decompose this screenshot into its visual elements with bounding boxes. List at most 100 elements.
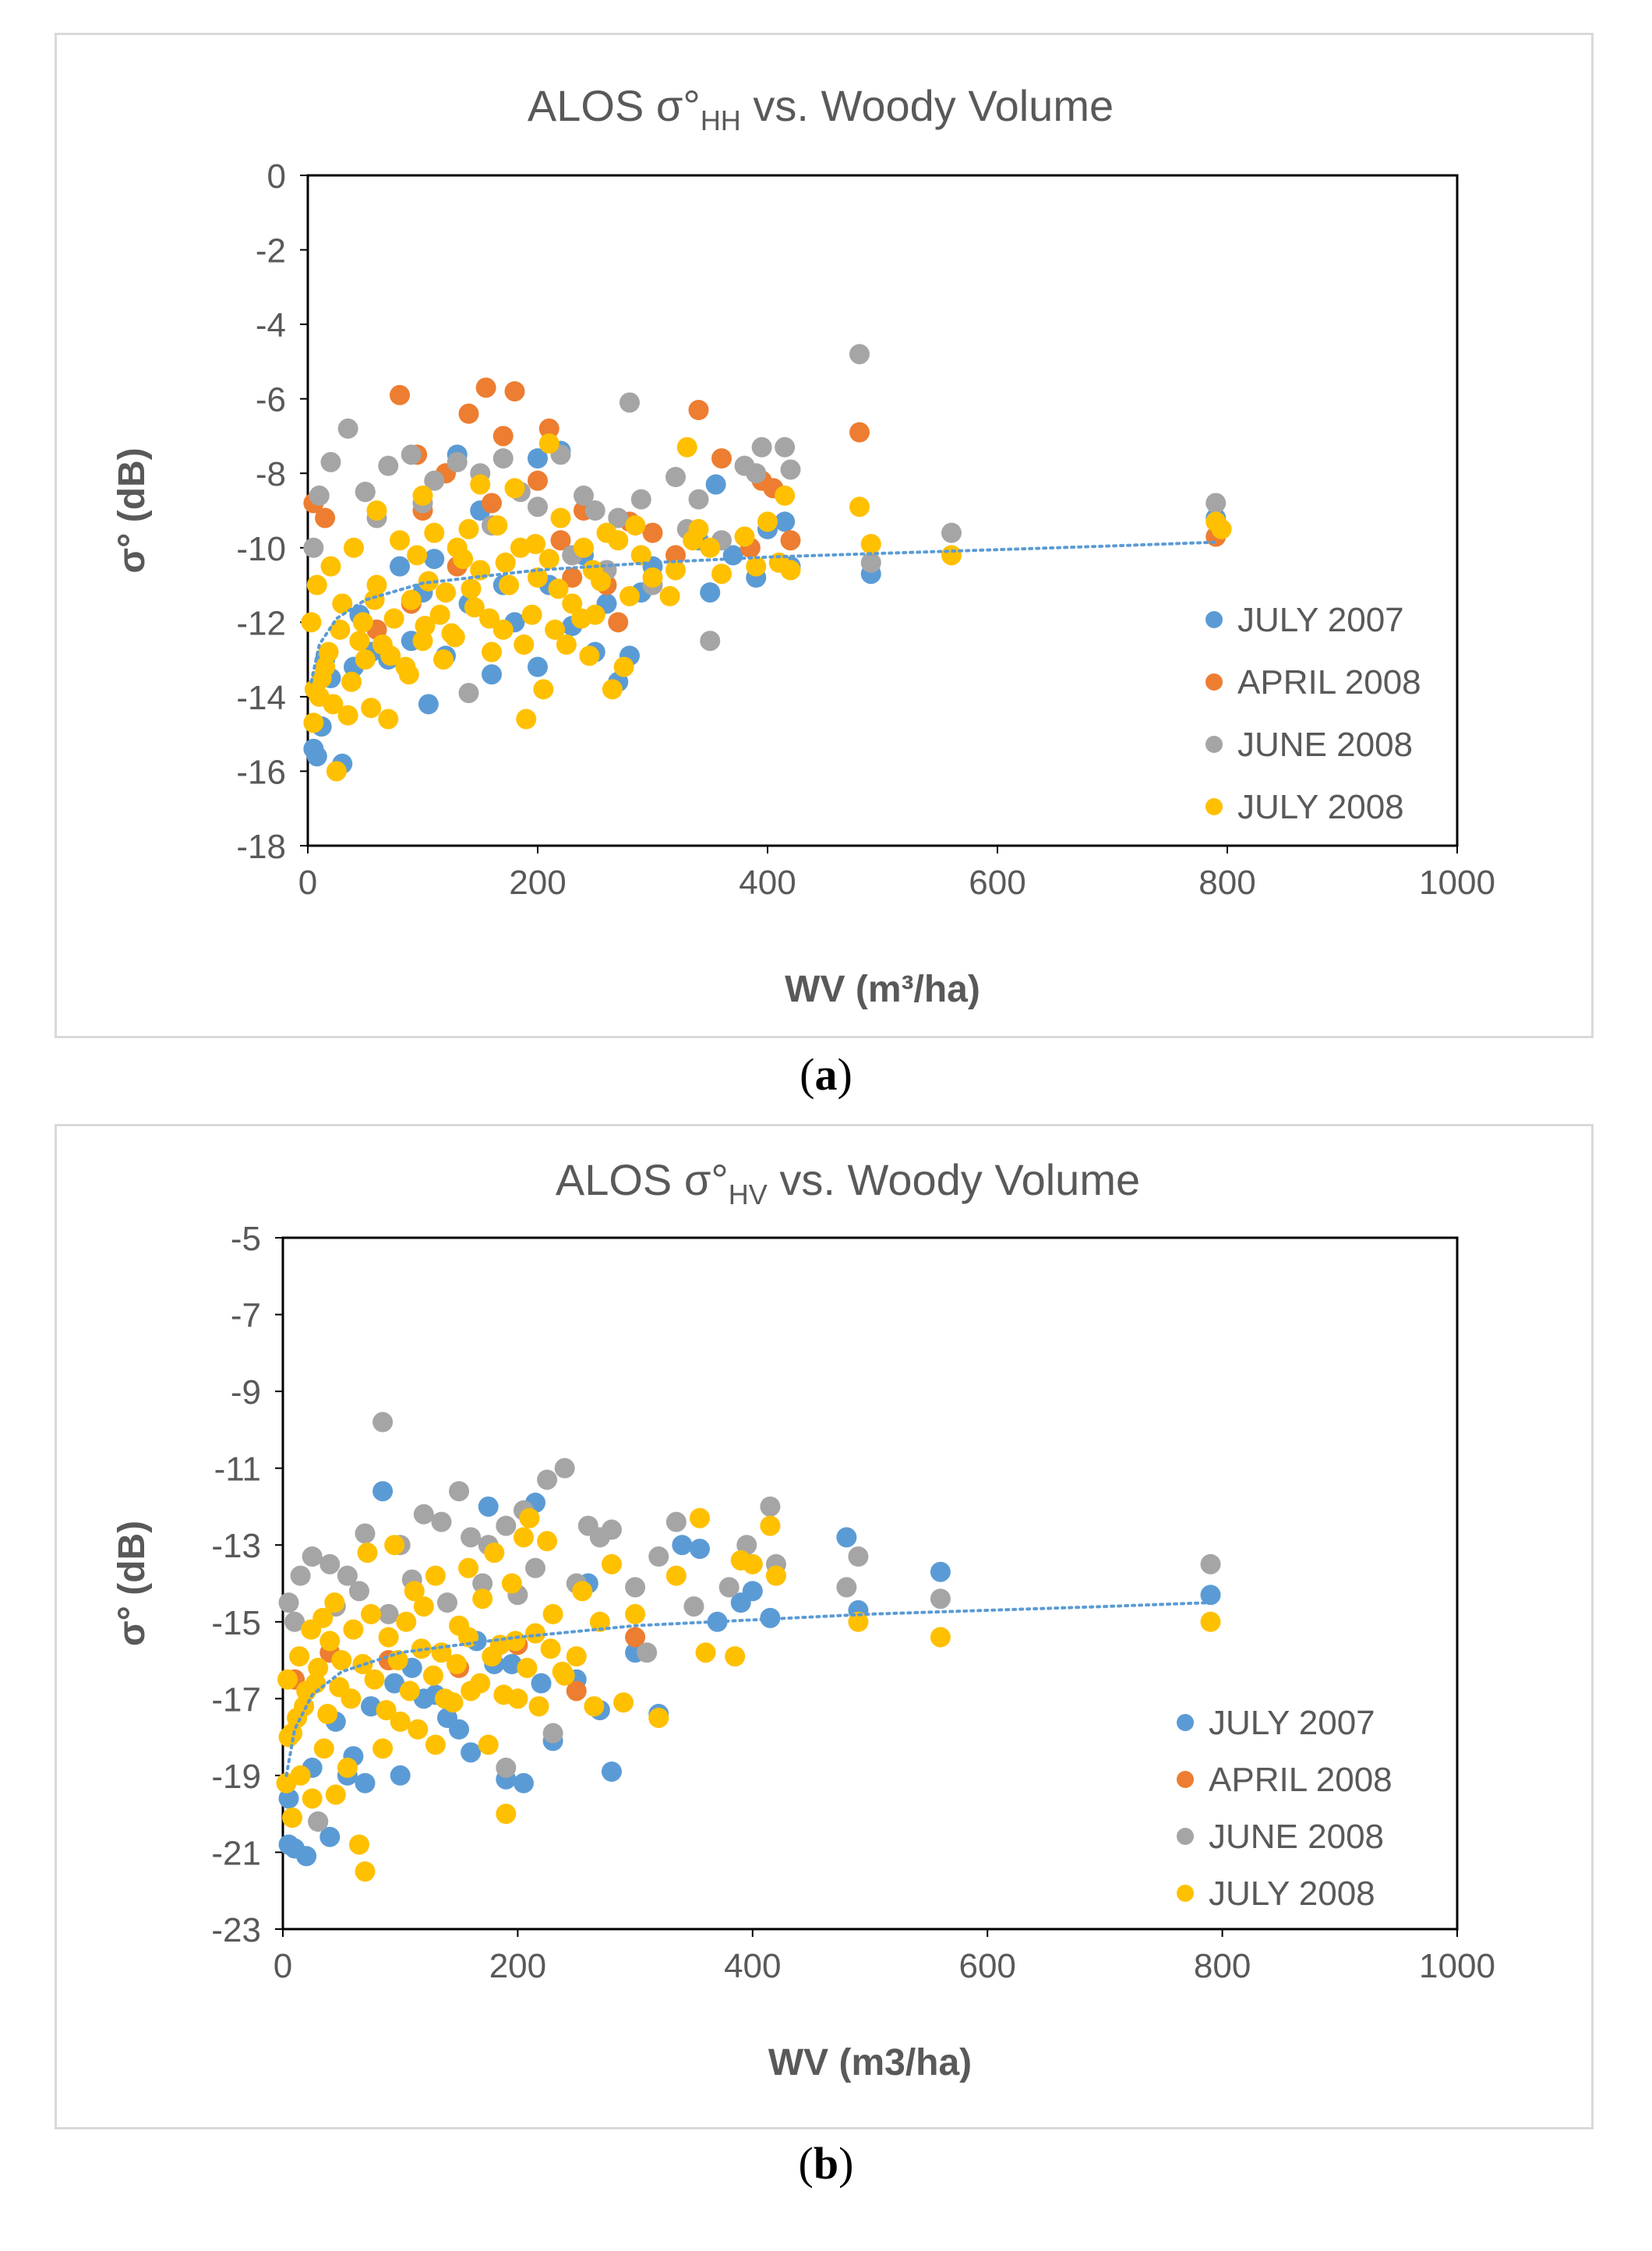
data-point (412, 485, 433, 506)
data-point (404, 1581, 425, 1602)
data-point (860, 534, 881, 554)
data-point (470, 1673, 491, 1694)
data-point (642, 522, 663, 543)
data-point (683, 530, 704, 551)
data-point (528, 1696, 549, 1717)
data-point (700, 631, 721, 652)
data-point (574, 485, 594, 506)
x-tick-label: 1000 (1419, 864, 1495, 902)
data-point (625, 515, 646, 536)
y-tick-label: -19 (211, 1758, 261, 1796)
data-point (514, 634, 535, 655)
data-point (461, 578, 482, 599)
legend-marker (1177, 1771, 1194, 1788)
data-point (659, 585, 680, 606)
data-point (429, 604, 450, 625)
y-tick-label: -6 (256, 381, 286, 419)
data-point (431, 1511, 452, 1532)
y-tick-label: -12 (236, 604, 286, 642)
data-point (501, 1653, 522, 1674)
data-point (290, 1565, 311, 1586)
data-point (378, 1603, 399, 1624)
legend-marker (1205, 736, 1223, 753)
x-tick-label: 600 (958, 1947, 1015, 1985)
data-point (492, 619, 514, 640)
data-point (711, 448, 732, 469)
data-point (757, 511, 778, 532)
caption-a: (a) (800, 1049, 852, 1100)
data-point (533, 679, 554, 700)
data-point (849, 496, 870, 518)
data-point (601, 1761, 622, 1782)
data-point (542, 1723, 563, 1744)
data-point (304, 679, 325, 700)
data-point (424, 470, 445, 491)
data-point (836, 1577, 857, 1598)
data-point (355, 1523, 376, 1544)
data-point (436, 1592, 457, 1613)
data-point (415, 616, 436, 637)
legend-marker (1205, 611, 1223, 628)
x-tick-label: 400 (739, 864, 796, 902)
data-point (348, 1581, 369, 1602)
data-point (366, 500, 387, 521)
data-point (384, 1535, 405, 1556)
data-point (436, 582, 456, 603)
series-july-2008 (301, 433, 1232, 782)
legend-entry: JULY 2007 (1237, 601, 1404, 639)
data-point (780, 560, 801, 581)
data-point (504, 478, 525, 499)
data-point (372, 1412, 394, 1433)
data-point (630, 489, 651, 510)
data-point (302, 1788, 323, 1809)
data-point (337, 705, 358, 726)
chart-panel-b: ALOS σ°HV vs. Woody Volume -5 -7 -9 -11 -13 -1… (55, 1124, 1594, 2129)
data-point (492, 426, 514, 447)
data-point (372, 1738, 394, 1759)
y-tick-label: -10 (236, 530, 286, 568)
data-point (689, 1539, 710, 1560)
data-point (930, 1588, 951, 1610)
data-point (472, 1588, 493, 1610)
y-tick-label: -18 (236, 828, 286, 866)
x-axis-label: WV (m3/ha) (768, 2042, 972, 2083)
x-axis-label: WV (m³/ha) (785, 969, 980, 1010)
data-point (461, 1742, 482, 1763)
data-point (355, 482, 376, 503)
data-point (331, 1650, 352, 1671)
data-point (531, 1673, 552, 1694)
data-point (1211, 518, 1232, 539)
data-point (355, 1861, 376, 1882)
data-point (330, 619, 351, 640)
data-point (309, 485, 330, 506)
data-point (355, 649, 376, 670)
data-point (357, 1542, 378, 1564)
data-point (665, 467, 686, 487)
data-point (751, 436, 772, 458)
data-point (672, 1535, 693, 1556)
data-point (765, 1565, 786, 1586)
data-point (372, 1481, 394, 1502)
data-point (408, 1719, 429, 1740)
data-point (504, 381, 525, 402)
y-axis-label: σ° (dB) (111, 1521, 153, 1646)
data-point (601, 1553, 622, 1574)
legend-marker (1205, 798, 1223, 815)
data-point (582, 560, 603, 581)
data-point (401, 589, 422, 610)
x-tick-label: 800 (1194, 1947, 1251, 1985)
chart-title-rest: vs. Woody Volume (741, 81, 1114, 130)
data-point (528, 448, 548, 469)
data-point (637, 1642, 658, 1663)
data-point (528, 496, 548, 518)
x-tick-label: 600 (969, 864, 1025, 902)
y-tick-label: -5 (231, 1220, 261, 1258)
data-point (464, 597, 485, 618)
data-point (444, 627, 465, 648)
data-point (602, 679, 623, 700)
y-axis-label: σ° (dB) (111, 447, 153, 573)
y-tick-label: -13 (211, 1527, 261, 1565)
data-point (688, 400, 709, 420)
data-point (941, 545, 962, 566)
data-point (505, 1631, 526, 1652)
